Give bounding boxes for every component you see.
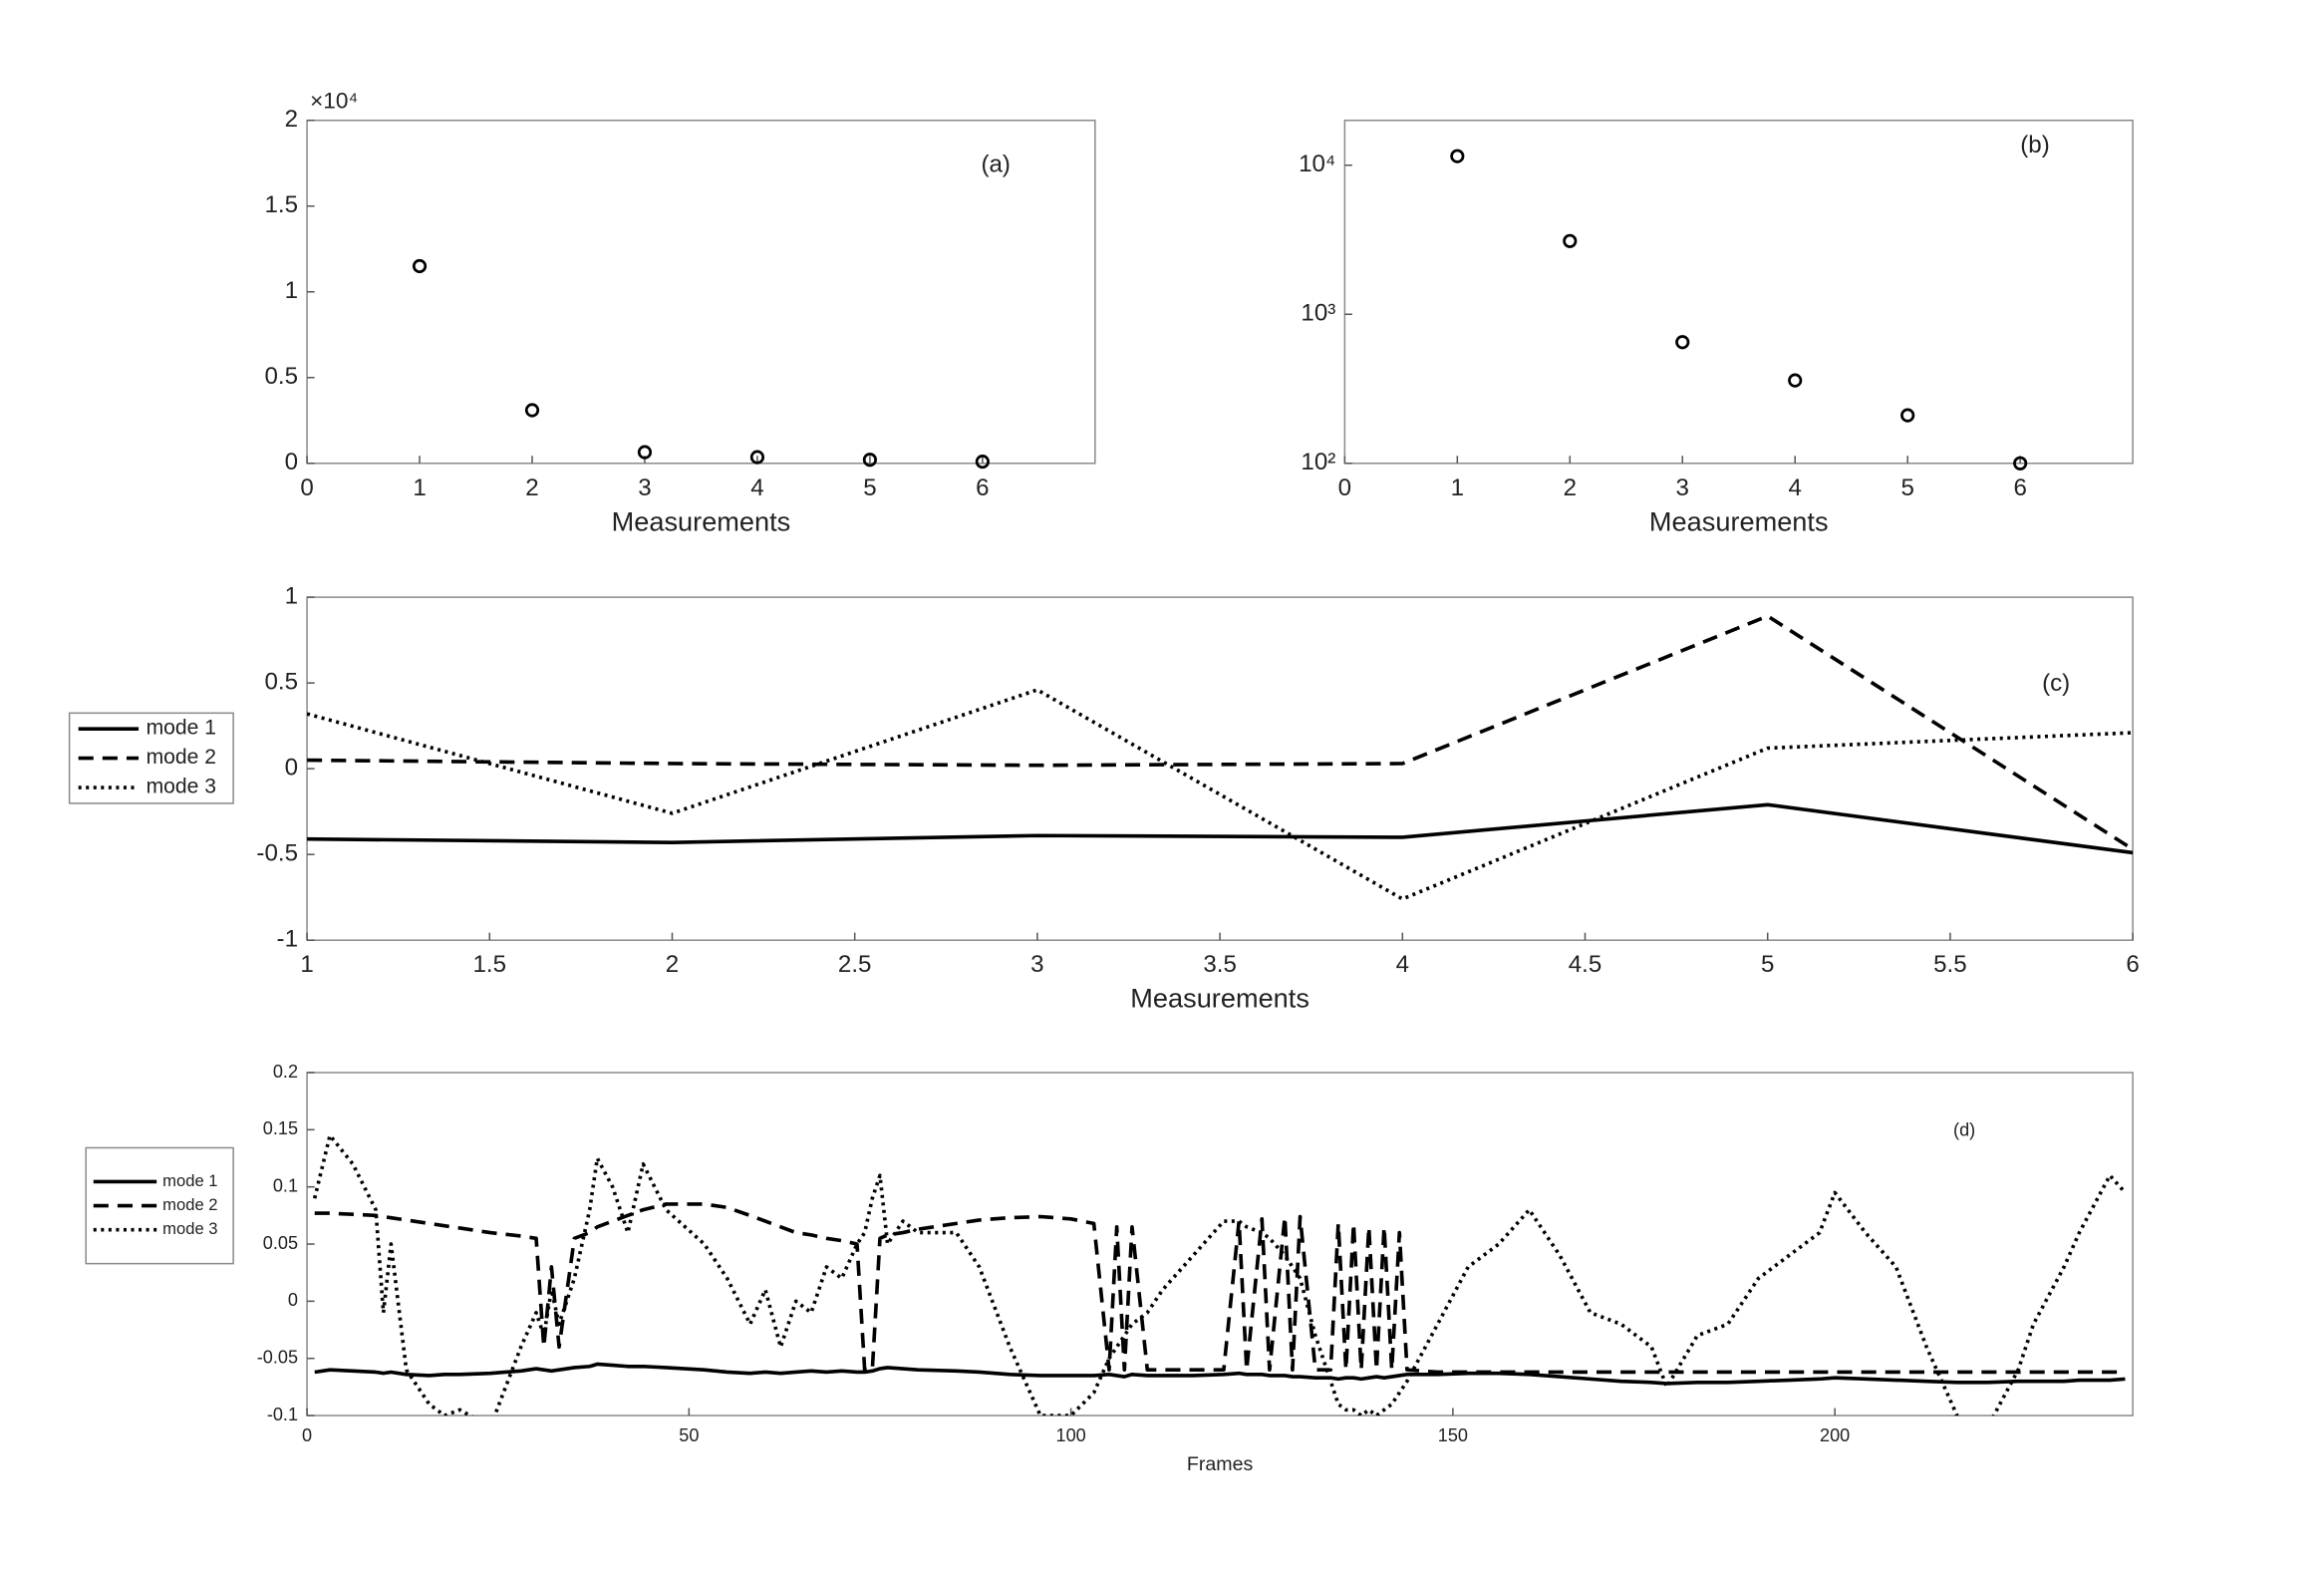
x-tick-label: 0 (1338, 474, 1351, 501)
x-tick-label: 3 (1676, 474, 1689, 501)
x-tick-label: 4.5 (1569, 951, 1602, 978)
marker (862, 453, 878, 468)
x-tick-label: 6 (976, 474, 989, 501)
marker (524, 403, 540, 418)
x-tick-label: 4 (1789, 474, 1802, 501)
marker (637, 445, 653, 460)
y-tick-label: 0.5 (264, 669, 298, 696)
x-tick-label: 100 (1056, 1425, 1086, 1445)
x-tick-label: 6 (2013, 474, 2026, 501)
x-tick-label: 6 (2126, 951, 2139, 978)
x-axis-label: Measurements (1130, 983, 1309, 1014)
series-line (314, 1362, 2126, 1386)
x-tick-label: 50 (679, 1425, 699, 1445)
series-line (307, 802, 2134, 855)
marker (1563, 233, 1578, 248)
x-tick-label: 4 (1396, 951, 1409, 978)
x-tick-label: 200 (1820, 1425, 1850, 1445)
plot-area (306, 1072, 2134, 1416)
y-tick-label: 1 (285, 277, 298, 304)
y-tick-label: 0.05 (263, 1233, 298, 1253)
y-tick-label: 0.15 (263, 1118, 298, 1138)
y-tick-label: 0 (285, 755, 298, 782)
legend-label: mode 3 (146, 776, 216, 798)
x-tick-label: 2.5 (838, 951, 872, 978)
panel-annotation: (d) (1953, 1120, 1975, 1140)
legend-label: mode 1 (146, 717, 216, 740)
y-tick-label: -0.05 (257, 1348, 298, 1368)
y-tick-label: 10³ (1301, 300, 1335, 327)
x-tick-label: 1.5 (473, 951, 507, 978)
y-tick-label: 0 (285, 449, 298, 475)
marker (1450, 149, 1465, 163)
y-tick-label: 0 (288, 1290, 298, 1310)
x-tick-label: 2 (525, 474, 538, 501)
x-tick-label: 3.5 (1203, 951, 1237, 978)
chart-panel: 0 1 2 3 4 5 6 10² 10³ 10⁴ Measurements (b) (1299, 119, 2134, 536)
x-tick-label: 4 (750, 474, 763, 501)
series-line (312, 1133, 2127, 1416)
series-line (307, 688, 2134, 901)
y-tick-label: 0.2 (273, 1062, 298, 1082)
x-tick-label: 2 (1564, 474, 1577, 501)
y-tick-label: 1.5 (264, 191, 298, 218)
chart-panel: 0 50 100 150 200 -0.1 -0.05 0 0.05 0.1 0.15 0.2 Fram… (85, 1062, 2134, 1475)
marker (749, 450, 765, 465)
x-tick-label: 0 (300, 474, 313, 501)
x-axis-label: Frames (1187, 1453, 1254, 1475)
marker (412, 258, 428, 274)
x-tick-label: 150 (1438, 1425, 1468, 1445)
plot-area (1343, 119, 2134, 465)
y-tick-label: -1 (277, 926, 298, 953)
y-tick-label: 1 (285, 582, 298, 609)
marker (1900, 408, 1915, 423)
y-tick-label: 0.5 (264, 363, 298, 390)
x-tick-label: 5 (1900, 474, 1913, 501)
x-tick-label: 2 (666, 951, 679, 978)
marker (2013, 456, 2028, 471)
chart-panel: 0 1 2 3 4 5 6 0 0.5 1 1.5 2 ×10⁴ Measurements (a) (264, 89, 1096, 536)
y-tick-label: 10² (1301, 449, 1335, 475)
axis-multiplier: ×10⁴ (310, 89, 358, 114)
chart-panel: 1 1.5 2 2.5 3 3.5 4 4.5 5 5.5 6 -1 -0.5 0 0.5 1 Measurem… (68, 582, 2140, 1014)
y-tick-label: 2 (285, 106, 298, 133)
legend-label: mode 3 (162, 1219, 217, 1238)
legend-label: mode 1 (162, 1171, 217, 1190)
panel-annotation: (b) (2020, 132, 2050, 158)
x-tick-label: 5 (1761, 951, 1774, 978)
y-tick-label: -0.1 (267, 1405, 298, 1424)
x-tick-label: 1 (300, 951, 313, 978)
x-tick-label: 3 (1030, 951, 1043, 978)
x-tick-label: 1 (1451, 474, 1464, 501)
marker (975, 454, 990, 470)
legend-label: mode 2 (162, 1195, 217, 1214)
x-tick-label: 5.5 (1933, 951, 1967, 978)
y-tick-label: 10⁴ (1299, 151, 1335, 177)
marker (1788, 373, 1803, 388)
x-axis-label: Measurements (1649, 505, 1829, 536)
panel-annotation: (a) (981, 151, 1011, 177)
x-tick-label: 3 (638, 474, 651, 501)
x-tick-label: 0 (302, 1425, 312, 1445)
plot-area (306, 596, 2134, 941)
series-line (314, 1202, 2126, 1375)
x-tick-label: 5 (863, 474, 876, 501)
y-tick-label: -0.5 (256, 840, 298, 867)
x-tick-label: 1 (413, 474, 426, 501)
y-tick-label: 0.1 (273, 1175, 298, 1195)
panel-annotation: (c) (2042, 670, 2070, 697)
legend-label: mode 2 (146, 746, 216, 769)
plot-area (306, 119, 1096, 465)
legend-box (85, 1146, 234, 1265)
x-axis-label: Measurements (612, 505, 791, 536)
marker (1675, 335, 1690, 350)
